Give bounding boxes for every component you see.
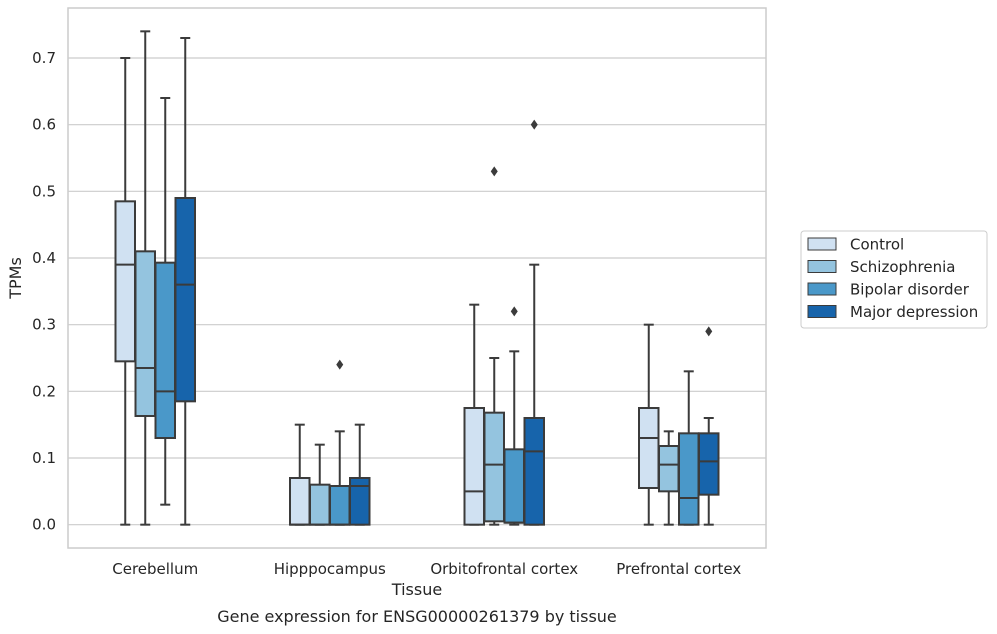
legend-label: Control [850, 236, 904, 254]
box-group [174, 37, 196, 526]
outlier-point [336, 359, 344, 370]
y-axis-label: TPMs [6, 257, 25, 300]
box-group [658, 430, 680, 526]
box-group [638, 323, 660, 526]
y-tick-label: 0.6 [32, 116, 56, 134]
ytick-layer: 0.0 0.1 0.2 0.3 0.4 0.5 0.6 0.7 [32, 49, 56, 534]
x-tick-label: Orbitofrontal cortex [430, 560, 578, 578]
outlier-point [530, 119, 538, 130]
box [698, 432, 720, 496]
box [309, 483, 331, 526]
plot-frame [67, 7, 767, 549]
y-tick-label: 0.0 [32, 516, 56, 534]
x-tick-label: Prefrontal cortex [616, 560, 741, 578]
legend-label: Major depression [850, 303, 978, 321]
box-group [698, 326, 720, 526]
legend-swatch [807, 305, 837, 318]
box-group [678, 370, 700, 526]
box [289, 477, 311, 526]
box-group [483, 166, 505, 526]
outlier-point [510, 306, 518, 317]
chart-caption: Gene expression for ENSG00000261379 by t… [217, 607, 617, 626]
box-group [309, 443, 331, 526]
box-group [503, 306, 525, 526]
y-tick-label: 0.1 [32, 449, 56, 467]
box [463, 407, 485, 526]
y-tick-label: 0.4 [32, 249, 56, 267]
box [678, 432, 700, 526]
y-tick-label: 0.7 [32, 49, 56, 67]
box [638, 407, 660, 489]
x-tick-label: Hipppocampus [274, 560, 386, 578]
y-tick-label: 0.5 [32, 182, 56, 200]
outlier-point [705, 326, 713, 337]
x-tick-label: Cerebellum [112, 560, 198, 578]
outlier-point [490, 166, 498, 177]
box [349, 477, 371, 526]
box [154, 261, 176, 439]
box [523, 417, 545, 526]
y-tick-label: 0.2 [32, 382, 56, 400]
box [329, 485, 351, 526]
legend-swatch [807, 260, 837, 273]
legend-swatch [807, 282, 837, 296]
box-group [154, 97, 176, 506]
box-group [349, 423, 371, 526]
box-group [114, 57, 136, 526]
legend-frame [800, 230, 988, 329]
box [503, 448, 525, 524]
box-group [134, 30, 156, 526]
legend-swatch [807, 237, 837, 251]
box [174, 197, 196, 403]
box [658, 445, 680, 493]
box-group [329, 359, 351, 526]
legend: Control Schizophrenia Bipolar disorder Majo… [800, 230, 988, 329]
box-layer [114, 30, 720, 526]
box-group [523, 119, 545, 526]
box [134, 250, 156, 417]
legend-label: Bipolar disorder [850, 281, 970, 299]
box [114, 200, 136, 363]
x-axis-label: Tissue [391, 580, 442, 599]
box [483, 411, 505, 523]
box-group [289, 423, 311, 526]
xtick-layer: Cerebellum Hipppocampus Orbitofrontal cort… [112, 560, 741, 578]
y-tick-label: 0.3 [32, 316, 56, 334]
legend-label: Schizophrenia [850, 258, 955, 276]
box-group [463, 303, 485, 526]
